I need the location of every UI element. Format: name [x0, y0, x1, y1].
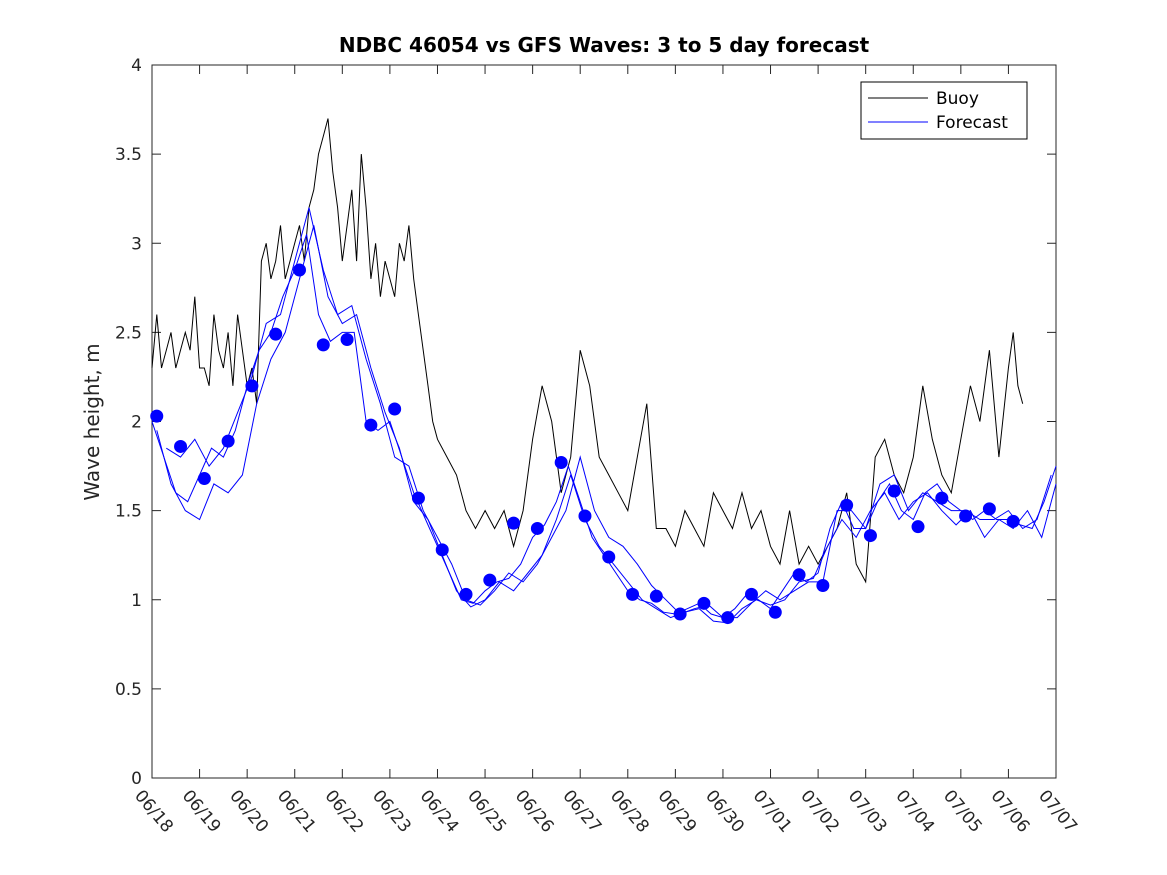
- forecast-marker: [435, 543, 449, 557]
- forecast-marker: [935, 491, 949, 505]
- forecast-marker: [174, 439, 188, 453]
- forecast-line-3: [166, 207, 1052, 619]
- legend: Buoy Forecast: [860, 81, 1028, 140]
- forecast-marker: [269, 327, 283, 341]
- y-tick-label: 1.5: [115, 502, 142, 522]
- forecast-marker: [863, 529, 877, 543]
- forecast-marker: [388, 402, 402, 416]
- forecast-marker: [626, 587, 640, 601]
- y-tick-label: 3.5: [115, 145, 142, 165]
- forecast-marker: [292, 263, 306, 277]
- forecast-marker: [483, 573, 497, 587]
- y-axis-label: Wave height, m: [80, 343, 104, 500]
- forecast-marker: [840, 498, 854, 512]
- forecast-marker: [340, 333, 354, 347]
- forecast-marker: [768, 605, 782, 619]
- forecast-marker: [959, 509, 973, 523]
- forecast-marker: [459, 587, 473, 601]
- chart-title: NDBC 46054 vs GFS Waves: 3 to 5 day fore…: [339, 33, 870, 57]
- forecast-marker: [316, 338, 330, 352]
- forecast-marker: [554, 455, 568, 469]
- forecast-marker: [507, 516, 521, 530]
- forecast-marker: [1006, 514, 1020, 528]
- forecast-marker: [982, 502, 996, 516]
- y-tick-label: 4: [131, 56, 142, 76]
- forecast-marker: [673, 607, 687, 621]
- forecast-marker: [887, 484, 901, 498]
- legend-label-buoy: Buoy: [936, 89, 979, 109]
- y-tick-label: 2.5: [115, 323, 142, 343]
- forecast-marker: [364, 418, 378, 432]
- forecast-marker: [816, 578, 830, 592]
- forecast-marker: [602, 550, 616, 564]
- forecast-marker: [721, 611, 735, 625]
- forecast-marker: [221, 434, 235, 448]
- legend-label-forecast: Forecast: [936, 113, 1008, 133]
- y-tick-label: 3: [131, 234, 142, 254]
- forecast-marker: [649, 589, 663, 603]
- forecast-marker: [411, 491, 425, 505]
- forecast-marker: [150, 409, 164, 423]
- forecast-marker: [792, 568, 806, 582]
- y-tick-label: 0.5: [115, 680, 142, 700]
- forecast-marker: [697, 596, 711, 610]
- forecast-marker: [245, 379, 259, 393]
- legend-box: [860, 81, 1028, 140]
- forecast-marker: [744, 587, 758, 601]
- forecast-marker: [911, 520, 925, 534]
- y-tick-label: 0: [131, 769, 142, 789]
- forecast-marker: [197, 472, 211, 486]
- y-tick-label: 1: [131, 591, 142, 611]
- forecast-marker: [530, 521, 544, 535]
- y-tick-label: 2: [131, 413, 142, 433]
- forecast-marker: [578, 509, 592, 523]
